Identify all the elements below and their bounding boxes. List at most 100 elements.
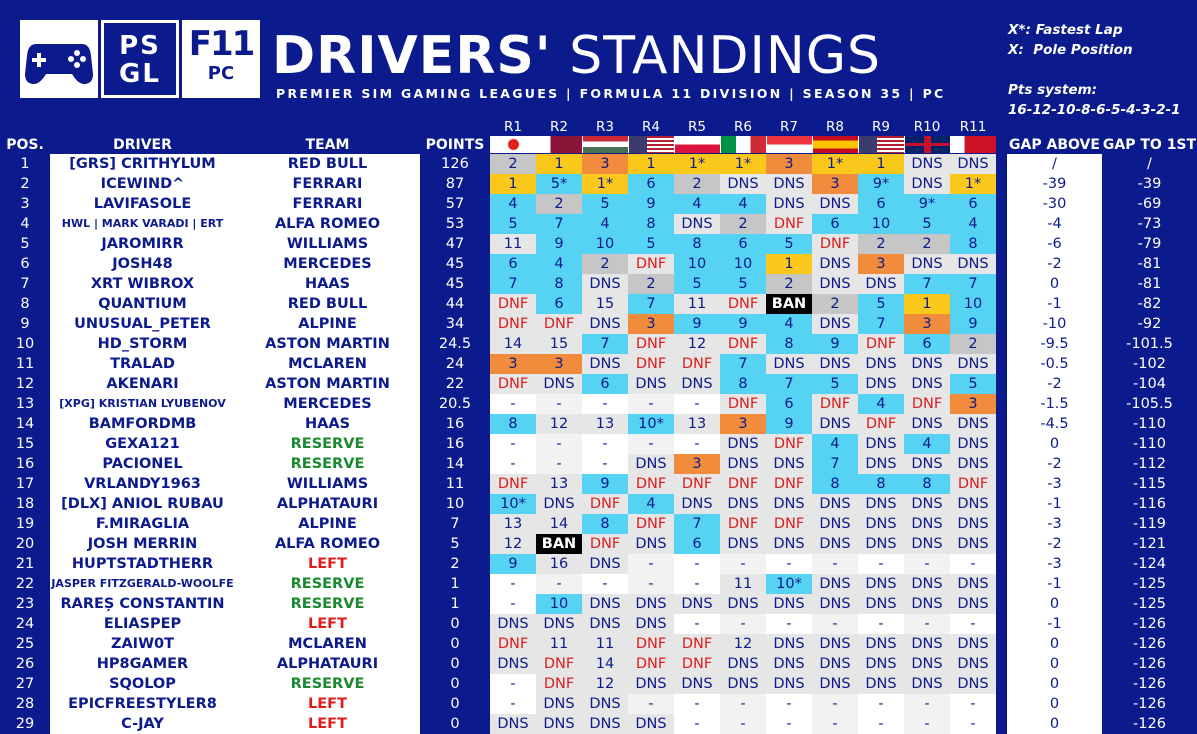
result-cell: DNS	[904, 494, 950, 514]
driver-name: RAREȘ CONSTANTIN	[50, 594, 235, 614]
result-cell: 5	[766, 234, 812, 254]
team-name: RESERVE	[235, 594, 420, 614]
result-cell: DNS	[950, 674, 996, 694]
team-name: RESERVE	[235, 454, 420, 474]
table-row: 23 RAREȘ CONSTANTIN RESERVE 1-10 DNS DNS DNS DN…	[0, 594, 1197, 614]
points-cell: 0	[450, 716, 460, 732]
result-cell: DNS	[766, 654, 812, 674]
result-cell: -	[858, 714, 904, 734]
position-cell: 16	[15, 456, 35, 472]
result-cell: DNF	[812, 234, 858, 254]
result-cell: DNS	[858, 434, 904, 454]
position-cell: 11	[15, 356, 35, 372]
result-cell: 9	[812, 334, 858, 354]
gap-above-cell: -4.5	[1007, 414, 1102, 434]
result-cell: DNS	[904, 174, 950, 194]
result-cell: DNS	[812, 534, 858, 554]
result-cell: DNS	[858, 274, 904, 294]
result-cell: -	[674, 694, 720, 714]
result-cell: 8	[904, 474, 950, 494]
result-cell: DNS	[858, 534, 904, 554]
result-cell: DNS	[582, 354, 628, 374]
gap-first-cell: -124	[1133, 556, 1166, 572]
gap-above-cell: -2	[1007, 454, 1102, 474]
result-cell: -	[766, 714, 812, 734]
round-label-r2: R2	[550, 119, 568, 135]
result-cell: -	[628, 394, 674, 414]
result-cell: -	[490, 594, 536, 614]
result-cell: DNF	[628, 514, 674, 534]
result-cell: 6	[766, 394, 812, 414]
result-cell: 13	[582, 414, 628, 434]
driver-name: JOSH MERRIN	[50, 534, 235, 554]
gap-above-cell: -1	[1007, 294, 1102, 314]
result-cell: 2	[766, 274, 812, 294]
result-cell: -	[674, 574, 720, 594]
table-row: 25 ZAIW0T MCLAREN 0 DNF 11 11 DNF DNF 12 DNS DNS DNS…	[0, 634, 1197, 654]
result-cell: 12	[582, 674, 628, 694]
driver-name: JAROMIRR	[50, 234, 235, 254]
result-cell: DNS	[904, 514, 950, 534]
result-cell: 3	[720, 414, 766, 434]
result-cell: 1*	[674, 154, 720, 174]
gap-first-cell: -81	[1137, 276, 1162, 292]
result-cell: 7	[674, 514, 720, 534]
result-cell: -	[536, 454, 582, 474]
result-cell: -	[490, 694, 536, 714]
table-row: 28 EPICFREESTYLER8 LEFT 0- DNS DNS - - - - - - - -0 -1…	[0, 694, 1197, 714]
result-cell: 8	[536, 274, 582, 294]
driver-name: GEXA121	[50, 434, 235, 454]
result-cell: -	[858, 614, 904, 634]
points-cell: 1	[450, 576, 460, 592]
result-cell: 7	[720, 354, 766, 374]
gap-first-cell: -112	[1133, 456, 1166, 472]
result-cell: DNS	[904, 254, 950, 274]
table-row: 29 C-JAY LEFT 0 DNS DNS DNS DNS - - - - - - -0 -126	[0, 714, 1197, 734]
points-cell: 2	[450, 556, 460, 572]
result-cell: -	[582, 394, 628, 414]
note-pts-system: Pts system:	[1008, 82, 1098, 98]
result-cell: DNS	[582, 614, 628, 634]
table-row: 13 [XPG] KRISTIAN LYUBENOV MERCEDES 20.5- - -…	[0, 394, 1197, 414]
result-cell: DNF	[628, 354, 674, 374]
driver-name: XRT WIBROX	[50, 274, 235, 294]
team-name: ALPINE	[235, 514, 420, 534]
driver-name: JOSH48	[50, 254, 235, 274]
result-cell: 6	[858, 194, 904, 214]
table-row: 2 ICEWIND^ FERRARI 87 1 5* 1* 6 2 DNS DNS 3 9* DNS 1* -…	[0, 174, 1197, 194]
result-cell: DNS	[950, 254, 996, 274]
result-cell: -	[720, 714, 766, 734]
driver-name: TRALAD	[50, 354, 235, 374]
team-name: RESERVE	[235, 674, 420, 694]
header: PS GL F11 PC DRIVERS' STANDINGS PREMIER …	[0, 0, 1197, 120]
page-title: DRIVERS' STANDINGS	[272, 26, 881, 86]
result-cell: 3	[858, 254, 904, 274]
table-row: 22 JASPER FITZGERALD-WOOLFE RESERVE 1- - - - -1…	[0, 574, 1197, 594]
result-cell: DNS	[582, 714, 628, 734]
result-cell: DNF	[812, 394, 858, 414]
points-cell: 22	[445, 376, 465, 392]
result-cell: DNS	[858, 674, 904, 694]
result-cell: DNF	[674, 654, 720, 674]
result-cell: DNS	[904, 634, 950, 654]
gap-first-cell: -121	[1133, 536, 1166, 552]
result-cell: 5	[812, 374, 858, 394]
driver-name: UNUSUAL_PETER	[50, 314, 235, 334]
result-cell: -	[628, 554, 674, 574]
gap-first-cell: -102	[1133, 356, 1166, 372]
result-cell: 6	[628, 174, 674, 194]
driver-name: JASPER FITZGERALD-WOOLFE	[50, 574, 235, 594]
result-cell: 3	[674, 454, 720, 474]
gap-above-cell: -3	[1007, 554, 1102, 574]
result-cell: DNS	[812, 274, 858, 294]
result-cell: -	[490, 454, 536, 474]
result-cell: DNS	[904, 654, 950, 674]
col-driver: DRIVER	[113, 137, 172, 153]
result-cell: DNS	[950, 534, 996, 554]
result-cell: 11	[720, 574, 766, 594]
table-row: 15 GEXA121 RESERVE 16- - - - - DNS DNF 4 DNS 4 DNS 0 -1…	[0, 434, 1197, 454]
table-row: 10 HD_STORM ASTON MARTIN 24.5 14 15 7 DNF 12 DNF 8…	[0, 334, 1197, 354]
result-cell: -	[812, 614, 858, 634]
result-cell: DNS	[720, 594, 766, 614]
result-cell: 5	[582, 194, 628, 214]
